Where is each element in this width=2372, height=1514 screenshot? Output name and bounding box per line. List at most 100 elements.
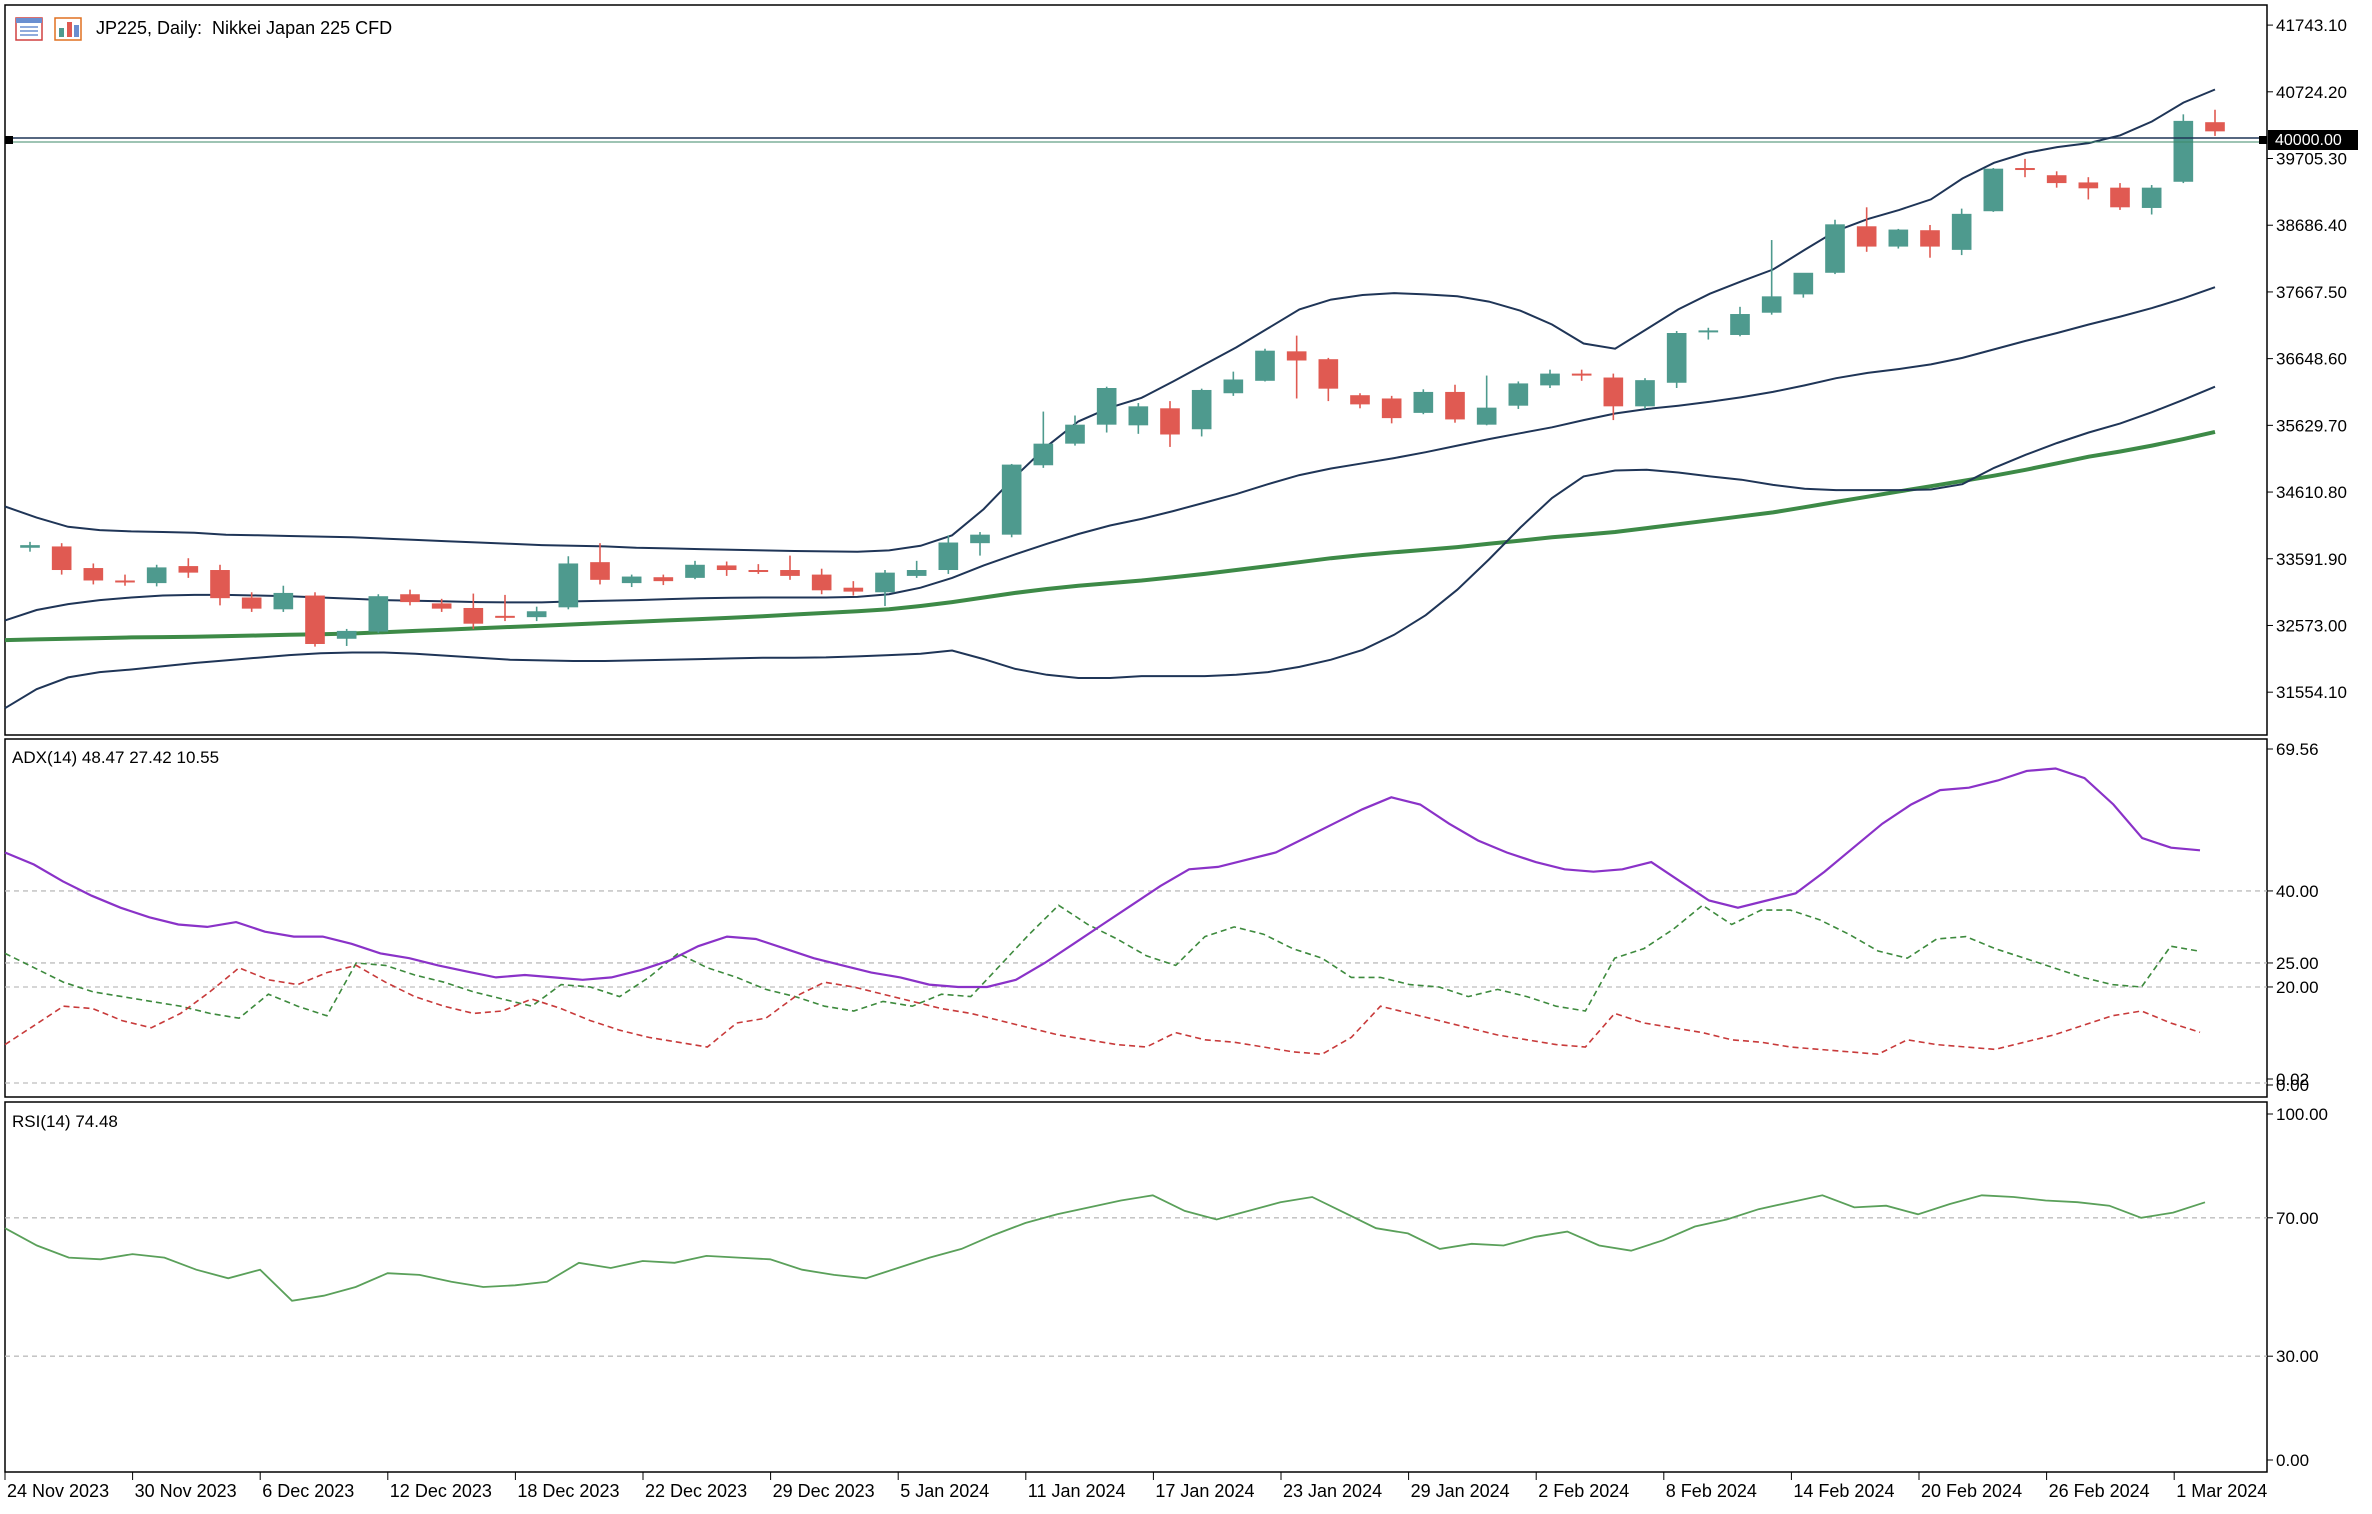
candle-body[interactable] [146, 567, 167, 584]
candle-body[interactable] [621, 576, 642, 584]
candle[interactable] [400, 589, 420, 606]
candle-body[interactable] [368, 596, 389, 632]
candle[interactable] [1793, 272, 1814, 298]
candle[interactable] [1920, 224, 1940, 258]
candle[interactable] [1888, 228, 1909, 249]
candle-body[interactable] [83, 568, 104, 581]
candle[interactable] [146, 564, 167, 587]
candle-body[interactable] [463, 607, 484, 624]
price-level-handle-right[interactable] [2259, 136, 2267, 144]
candle[interactable] [1571, 369, 1592, 381]
candle[interactable] [305, 592, 325, 647]
candle-body[interactable] [780, 570, 800, 576]
candle[interactable] [1255, 348, 1275, 382]
candle[interactable] [1698, 327, 1719, 340]
candle[interactable] [1825, 219, 1845, 275]
candle[interactable] [1508, 381, 1529, 409]
candle[interactable] [590, 543, 610, 585]
candle-body[interactable] [1698, 330, 1719, 333]
candle-body[interactable] [2141, 187, 2162, 208]
candle-body[interactable] [1635, 380, 1655, 407]
candle-body[interactable] [970, 534, 990, 544]
candle-body[interactable] [843, 587, 864, 592]
candle[interactable] [1381, 395, 1402, 424]
candle[interactable] [2141, 185, 2162, 215]
candle-body[interactable] [178, 566, 199, 573]
candle[interactable] [780, 555, 800, 580]
candle[interactable] [1445, 384, 1465, 423]
candle[interactable] [653, 574, 674, 586]
candle[interactable] [1476, 375, 1497, 426]
candle-body[interactable] [51, 546, 72, 571]
candle[interactable] [1730, 306, 1750, 337]
candle-body[interactable] [400, 594, 420, 603]
candle-body[interactable] [1033, 443, 1054, 466]
candle[interactable] [1191, 388, 1212, 437]
candle[interactable] [1635, 378, 1655, 409]
candle[interactable] [938, 535, 959, 574]
candle-body[interactable] [590, 562, 610, 580]
candle-body[interactable] [748, 570, 769, 573]
candle[interactable] [1033, 411, 1054, 468]
candle-body[interactable] [210, 570, 230, 599]
candle-body[interactable] [20, 545, 40, 548]
candle-body[interactable] [495, 615, 515, 618]
candle-body[interactable] [1191, 389, 1212, 430]
candle-body[interactable] [2110, 187, 2130, 208]
candle-body[interactable] [1445, 391, 1465, 420]
candle[interactable] [1160, 401, 1180, 447]
candle[interactable] [1983, 168, 2004, 212]
candle-body[interactable] [1508, 383, 1529, 406]
menu-icon[interactable] [15, 17, 43, 41]
candle-body[interactable] [1951, 213, 1972, 250]
candle-body[interactable] [1065, 424, 1085, 444]
candle-body[interactable] [1825, 224, 1845, 273]
candles-layer[interactable] [20, 109, 2225, 647]
candle-body[interactable] [1730, 314, 1750, 335]
candle-body[interactable] [811, 574, 832, 591]
candle[interactable] [115, 574, 135, 586]
candle-body[interactable] [305, 595, 325, 644]
candle-body[interactable] [1888, 229, 1909, 247]
candle-body[interactable] [1350, 395, 1370, 405]
candle-body[interactable] [716, 565, 737, 571]
candle[interactable] [1666, 331, 1687, 389]
candle-body[interactable] [1571, 373, 1592, 376]
candle[interactable] [970, 532, 990, 556]
candle-body[interactable] [526, 611, 547, 618]
candle[interactable] [1096, 386, 1117, 433]
candle[interactable] [336, 628, 357, 646]
rsi-panel[interactable]: 100.00 70.00 30.00 0.00 RSI(14) 74.48 [4, 1101, 2328, 1473]
candle-body[interactable] [241, 597, 262, 609]
candle[interactable] [1128, 403, 1149, 434]
candle-body[interactable] [1540, 373, 1560, 386]
candle[interactable] [2173, 114, 2194, 184]
candle[interactable] [1065, 415, 1085, 446]
candle-body[interactable] [2046, 175, 2067, 184]
candle-body[interactable] [1255, 350, 1275, 381]
candle[interactable] [1603, 373, 1624, 421]
candle[interactable] [1951, 208, 1972, 256]
candle[interactable] [875, 570, 895, 607]
candle[interactable] [495, 594, 515, 622]
candle[interactable] [558, 556, 579, 610]
candle-body[interactable] [2205, 122, 2225, 132]
candle[interactable] [431, 598, 452, 612]
candle[interactable] [51, 543, 72, 575]
candle-body[interactable] [1413, 391, 1434, 413]
candle-body[interactable] [2015, 168, 2035, 171]
candle-body[interactable] [1128, 406, 1149, 426]
candle[interactable] [83, 563, 104, 585]
candle-body[interactable] [1286, 351, 1307, 361]
price-level-handle-left[interactable] [5, 136, 13, 144]
candle[interactable] [2110, 183, 2130, 210]
candle-body[interactable] [906, 570, 927, 576]
candle[interactable] [685, 560, 705, 580]
candle[interactable] [1001, 463, 1022, 538]
candle[interactable] [463, 593, 484, 629]
candle-body[interactable] [336, 630, 357, 639]
candle[interactable] [1350, 393, 1370, 409]
candle[interactable] [1318, 357, 1339, 402]
candle-body[interactable] [1476, 407, 1497, 425]
